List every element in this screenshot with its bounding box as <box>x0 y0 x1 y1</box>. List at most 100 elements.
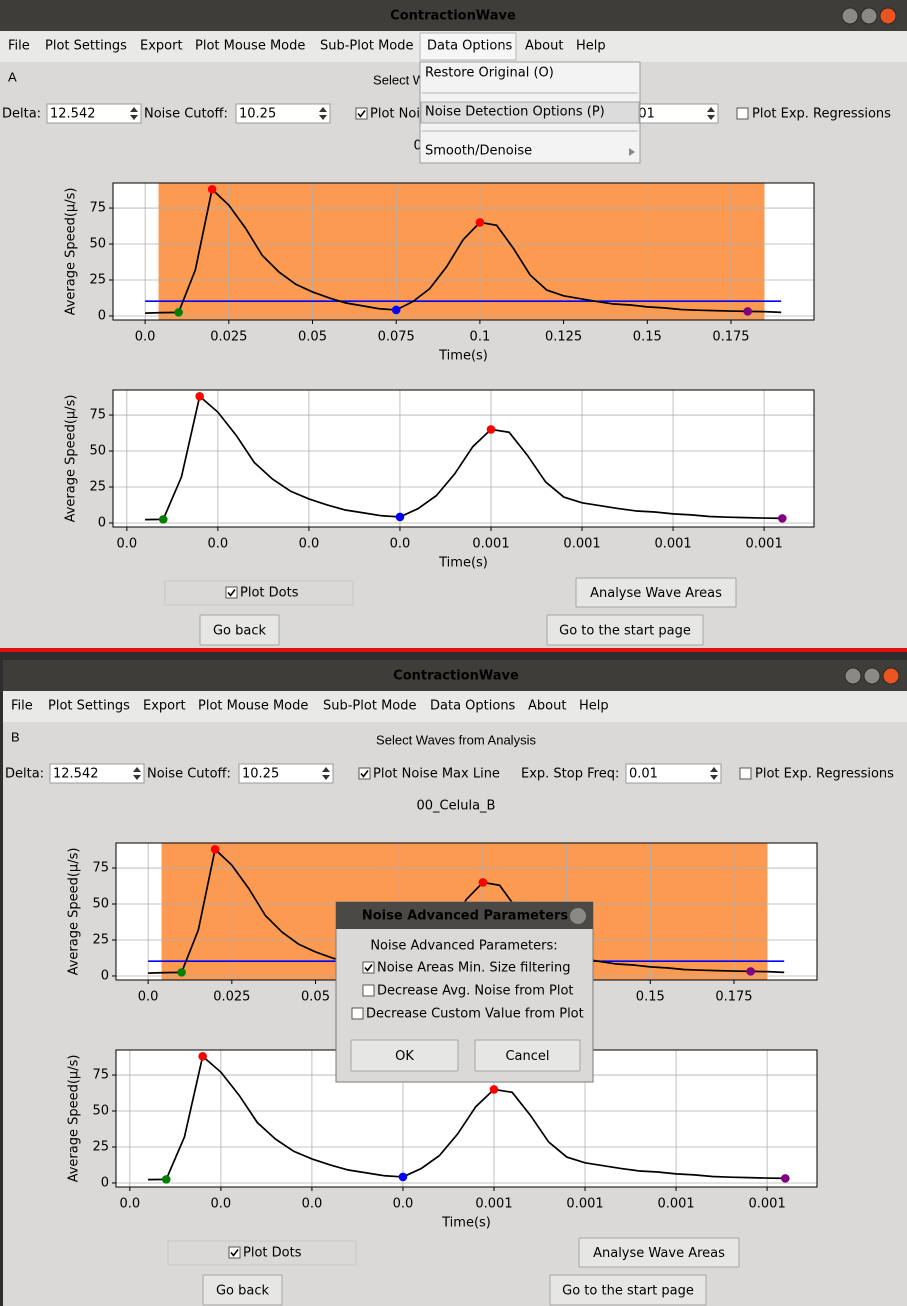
dropdown-item[interactable]: Restore Original (O) <box>425 66 554 81</box>
checkbox[interactable] <box>225 586 238 599</box>
spin-up[interactable] <box>319 107 327 112</box>
speed-line <box>145 394 783 521</box>
spinbox-value: 12.542 <box>50 107 96 122</box>
checkbox-frame <box>164 580 354 606</box>
x-tick-label: 0.15 <box>636 990 665 1005</box>
button[interactable] <box>546 614 704 646</box>
speed-line <box>148 847 785 974</box>
menu-item[interactable]: Data Options <box>430 699 516 714</box>
spin-down[interactable] <box>322 775 330 780</box>
x-tick-label: 0.1 <box>470 330 491 345</box>
dialog-title: Noise Advanced Parameters <box>362 909 569 924</box>
x-tick-label: 0.001 <box>746 537 783 552</box>
menu-item[interactable]: Plot Settings <box>48 699 130 714</box>
y-tick-label: 50 <box>92 897 109 912</box>
menu-item[interactable]: Export <box>140 39 183 54</box>
button-label: Analyse Wave Areas <box>593 1246 725 1261</box>
button[interactable] <box>474 1039 581 1072</box>
x-tick-label: 0.001 <box>566 1197 603 1212</box>
checkmark <box>227 589 236 597</box>
menu-item[interactable]: Export <box>143 699 186 714</box>
spin-down[interactable] <box>707 115 715 120</box>
menu-item[interactable]: File <box>11 699 33 714</box>
spinbox-value: 0.01 <box>629 767 658 782</box>
spin-down[interactable] <box>710 775 718 780</box>
y-tick-label: 25 <box>92 1139 109 1154</box>
spin-up[interactable] <box>707 107 715 112</box>
minimize-button[interactable] <box>844 667 862 685</box>
x-tick-label: 0.0 <box>119 1197 140 1212</box>
maximize-button[interactable] <box>860 7 878 25</box>
spin-up[interactable] <box>710 767 718 772</box>
checkbox[interactable] <box>362 984 375 997</box>
menu-item[interactable]: Help <box>579 699 609 714</box>
x-tick-label: 0.0 <box>135 330 156 345</box>
menu-item[interactable]: Sub-Plot Mode <box>323 699 417 714</box>
menu-item[interactable]: Sub-Plot Mode <box>320 39 414 54</box>
checkbox-label: Plot Exp. Regressions <box>755 767 894 782</box>
spin-up[interactable] <box>130 107 138 112</box>
wave-dot <box>174 308 183 317</box>
spinbox[interactable] <box>235 103 331 124</box>
wave-dot <box>177 968 186 977</box>
maximize-button[interactable] <box>863 667 881 685</box>
spinbox[interactable] <box>46 103 142 124</box>
menu-item[interactable]: Plot Settings <box>45 39 127 54</box>
menu-item[interactable]: Help <box>576 39 606 54</box>
wave-dot <box>743 307 753 316</box>
checkbox[interactable] <box>351 1007 364 1020</box>
checkbox-label: Decrease Avg. Noise from Plot <box>377 984 574 999</box>
button[interactable] <box>575 577 737 608</box>
menu-item[interactable]: About <box>528 699 566 714</box>
checkbox[interactable] <box>362 961 375 974</box>
checkbox[interactable] <box>355 107 368 120</box>
x-axis-label: Time(s) <box>441 1216 491 1231</box>
spin-up[interactable] <box>133 767 141 772</box>
checkbox[interactable] <box>739 767 752 780</box>
spin-down[interactable] <box>319 115 327 120</box>
menu-item[interactable]: File <box>8 39 30 54</box>
spinbox[interactable] <box>49 763 145 784</box>
dropdown-item[interactable]: Noise Detection Options (P) <box>425 105 605 120</box>
y-tick-label: 75 <box>89 408 106 423</box>
button[interactable] <box>202 1274 283 1306</box>
checkbox-label: Plot Noise Max Line <box>373 767 500 782</box>
spin-down[interactable] <box>130 115 138 120</box>
button-label: Go back <box>216 1284 270 1299</box>
y-tick-label: 75 <box>89 201 106 216</box>
y-tick-label: 75 <box>92 1068 109 1083</box>
spinbox[interactable] <box>625 763 722 784</box>
close-button[interactable] <box>879 7 897 25</box>
menu-item[interactable]: About <box>525 39 563 54</box>
button[interactable] <box>549 1274 707 1306</box>
wave-dot <box>489 1085 499 1094</box>
wave-dot <box>207 185 217 194</box>
button[interactable] <box>350 1039 459 1072</box>
menu-item[interactable]: Data Options <box>427 39 513 54</box>
dialog-heading: Noise Advanced Parameters: <box>370 939 557 954</box>
checkbox[interactable] <box>358 767 371 780</box>
x-tick-label: 0.001 <box>563 537 600 552</box>
spinbox[interactable] <box>238 763 334 784</box>
dropdown-highlight <box>420 101 640 124</box>
menu-item[interactable]: Plot Mouse Mode <box>195 39 305 54</box>
dropdown-item[interactable]: Smooth/Denoise <box>425 144 532 159</box>
minimize-button[interactable] <box>841 7 859 25</box>
checkbox[interactable] <box>228 1246 241 1259</box>
dialog: Noise Advanced Parameters Noise Advanced … <box>335 901 594 1083</box>
wave-dot <box>195 392 204 401</box>
menu-item[interactable]: Plot Mouse Mode <box>198 699 308 714</box>
button[interactable] <box>578 1237 740 1268</box>
close-button[interactable] <box>570 908 586 924</box>
button[interactable] <box>199 614 280 646</box>
label: Exp. Stop Freq: <box>521 767 619 782</box>
checkbox[interactable] <box>736 107 749 120</box>
close-button[interactable] <box>882 667 900 685</box>
spin-up[interactable] <box>322 767 330 772</box>
y-tick-label: 0 <box>98 308 106 323</box>
checkmark <box>364 964 373 972</box>
wave-dot <box>395 512 405 522</box>
y-tick-label: 25 <box>89 479 106 494</box>
spin-down[interactable] <box>133 775 141 780</box>
